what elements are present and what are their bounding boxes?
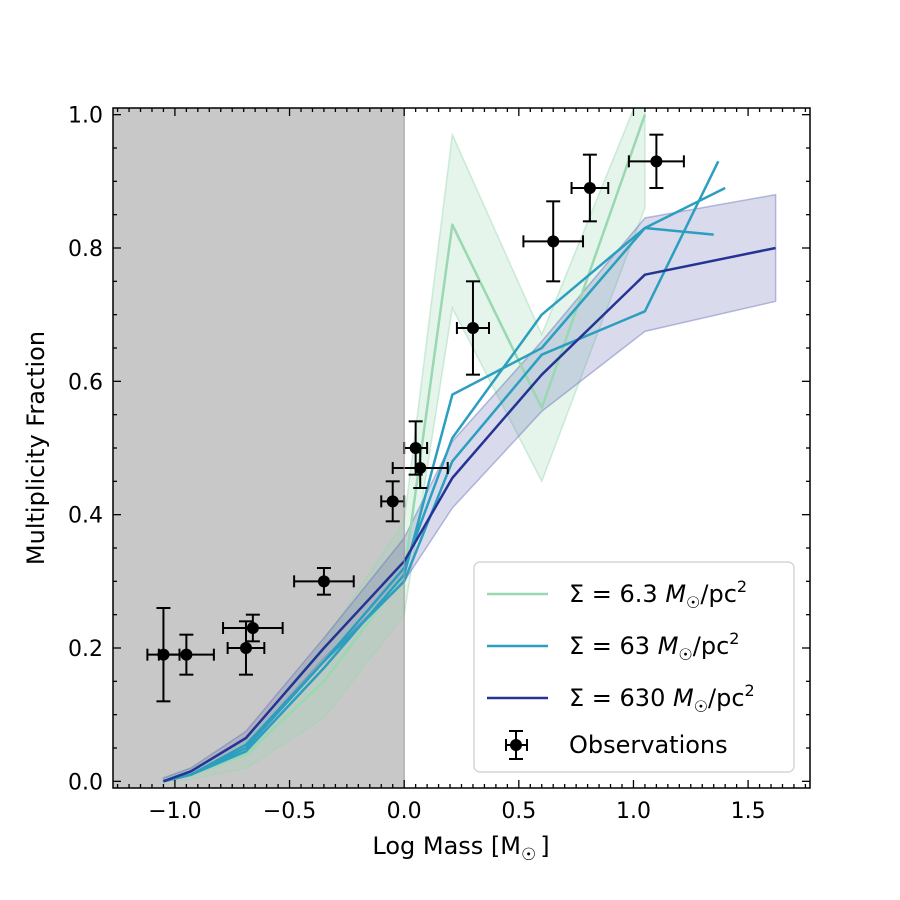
legend-label-sigma-63: Σ = 63 M☉/pc2 [569,629,739,664]
observation-point-3 [222,613,284,643]
legend-frame [473,561,795,773]
observation-point-10 [570,153,610,223]
shaded-region [113,108,405,788]
y-axis-label: Multiplicity Fraction [22,331,50,565]
legend-marker-observations [505,730,528,760]
y-tick-label: 1.0 [68,104,103,129]
observation-point-7 [391,447,449,489]
observation-point-9 [522,200,585,283]
y-tick-label: 0.6 [68,370,103,395]
x-tick-label: 0.5 [501,799,536,824]
x-tick-label: −1.0 [148,799,201,824]
y-tick-label: 0.4 [68,504,103,529]
y-tick-label: 0.0 [68,770,103,795]
observation-point-8 [455,280,491,376]
observation-point-1 [157,633,215,676]
x-tick-label: 1.5 [731,799,766,824]
x-tick-label: 1.0 [616,799,651,824]
y-tick-label: 0.8 [68,237,103,262]
observation-points [146,133,685,703]
x-axis-label: Log Mass [M☉] [372,832,549,865]
y-tick-label: 0.2 [68,637,103,662]
observation-point-11 [627,133,685,189]
x-tick-label: 0.0 [387,799,422,824]
legend-label-observations: Observations [569,731,728,759]
x-tick-label: −0.5 [263,799,316,824]
axis-ticks: −1.0 −0.5 0.0 0.5 1.0 1.5 0.0 0.2 0.4 0.6 0.8 1.0 [68,104,810,824]
band-series-0 [162,108,646,783]
observation-point-2 [226,620,266,676]
plot-area [113,108,777,788]
legend: Σ = 6.3 M☉/pc2 Σ = 63 M☉/pc2 Σ = 630 M☉/… [473,561,795,773]
legend-label-sigma-6-3: Σ = 6.3 M☉/pc2 [569,577,747,612]
legend-label-sigma-630: Σ = 630 M☉/pc2 [569,681,755,716]
observation-point-4 [293,567,355,596]
